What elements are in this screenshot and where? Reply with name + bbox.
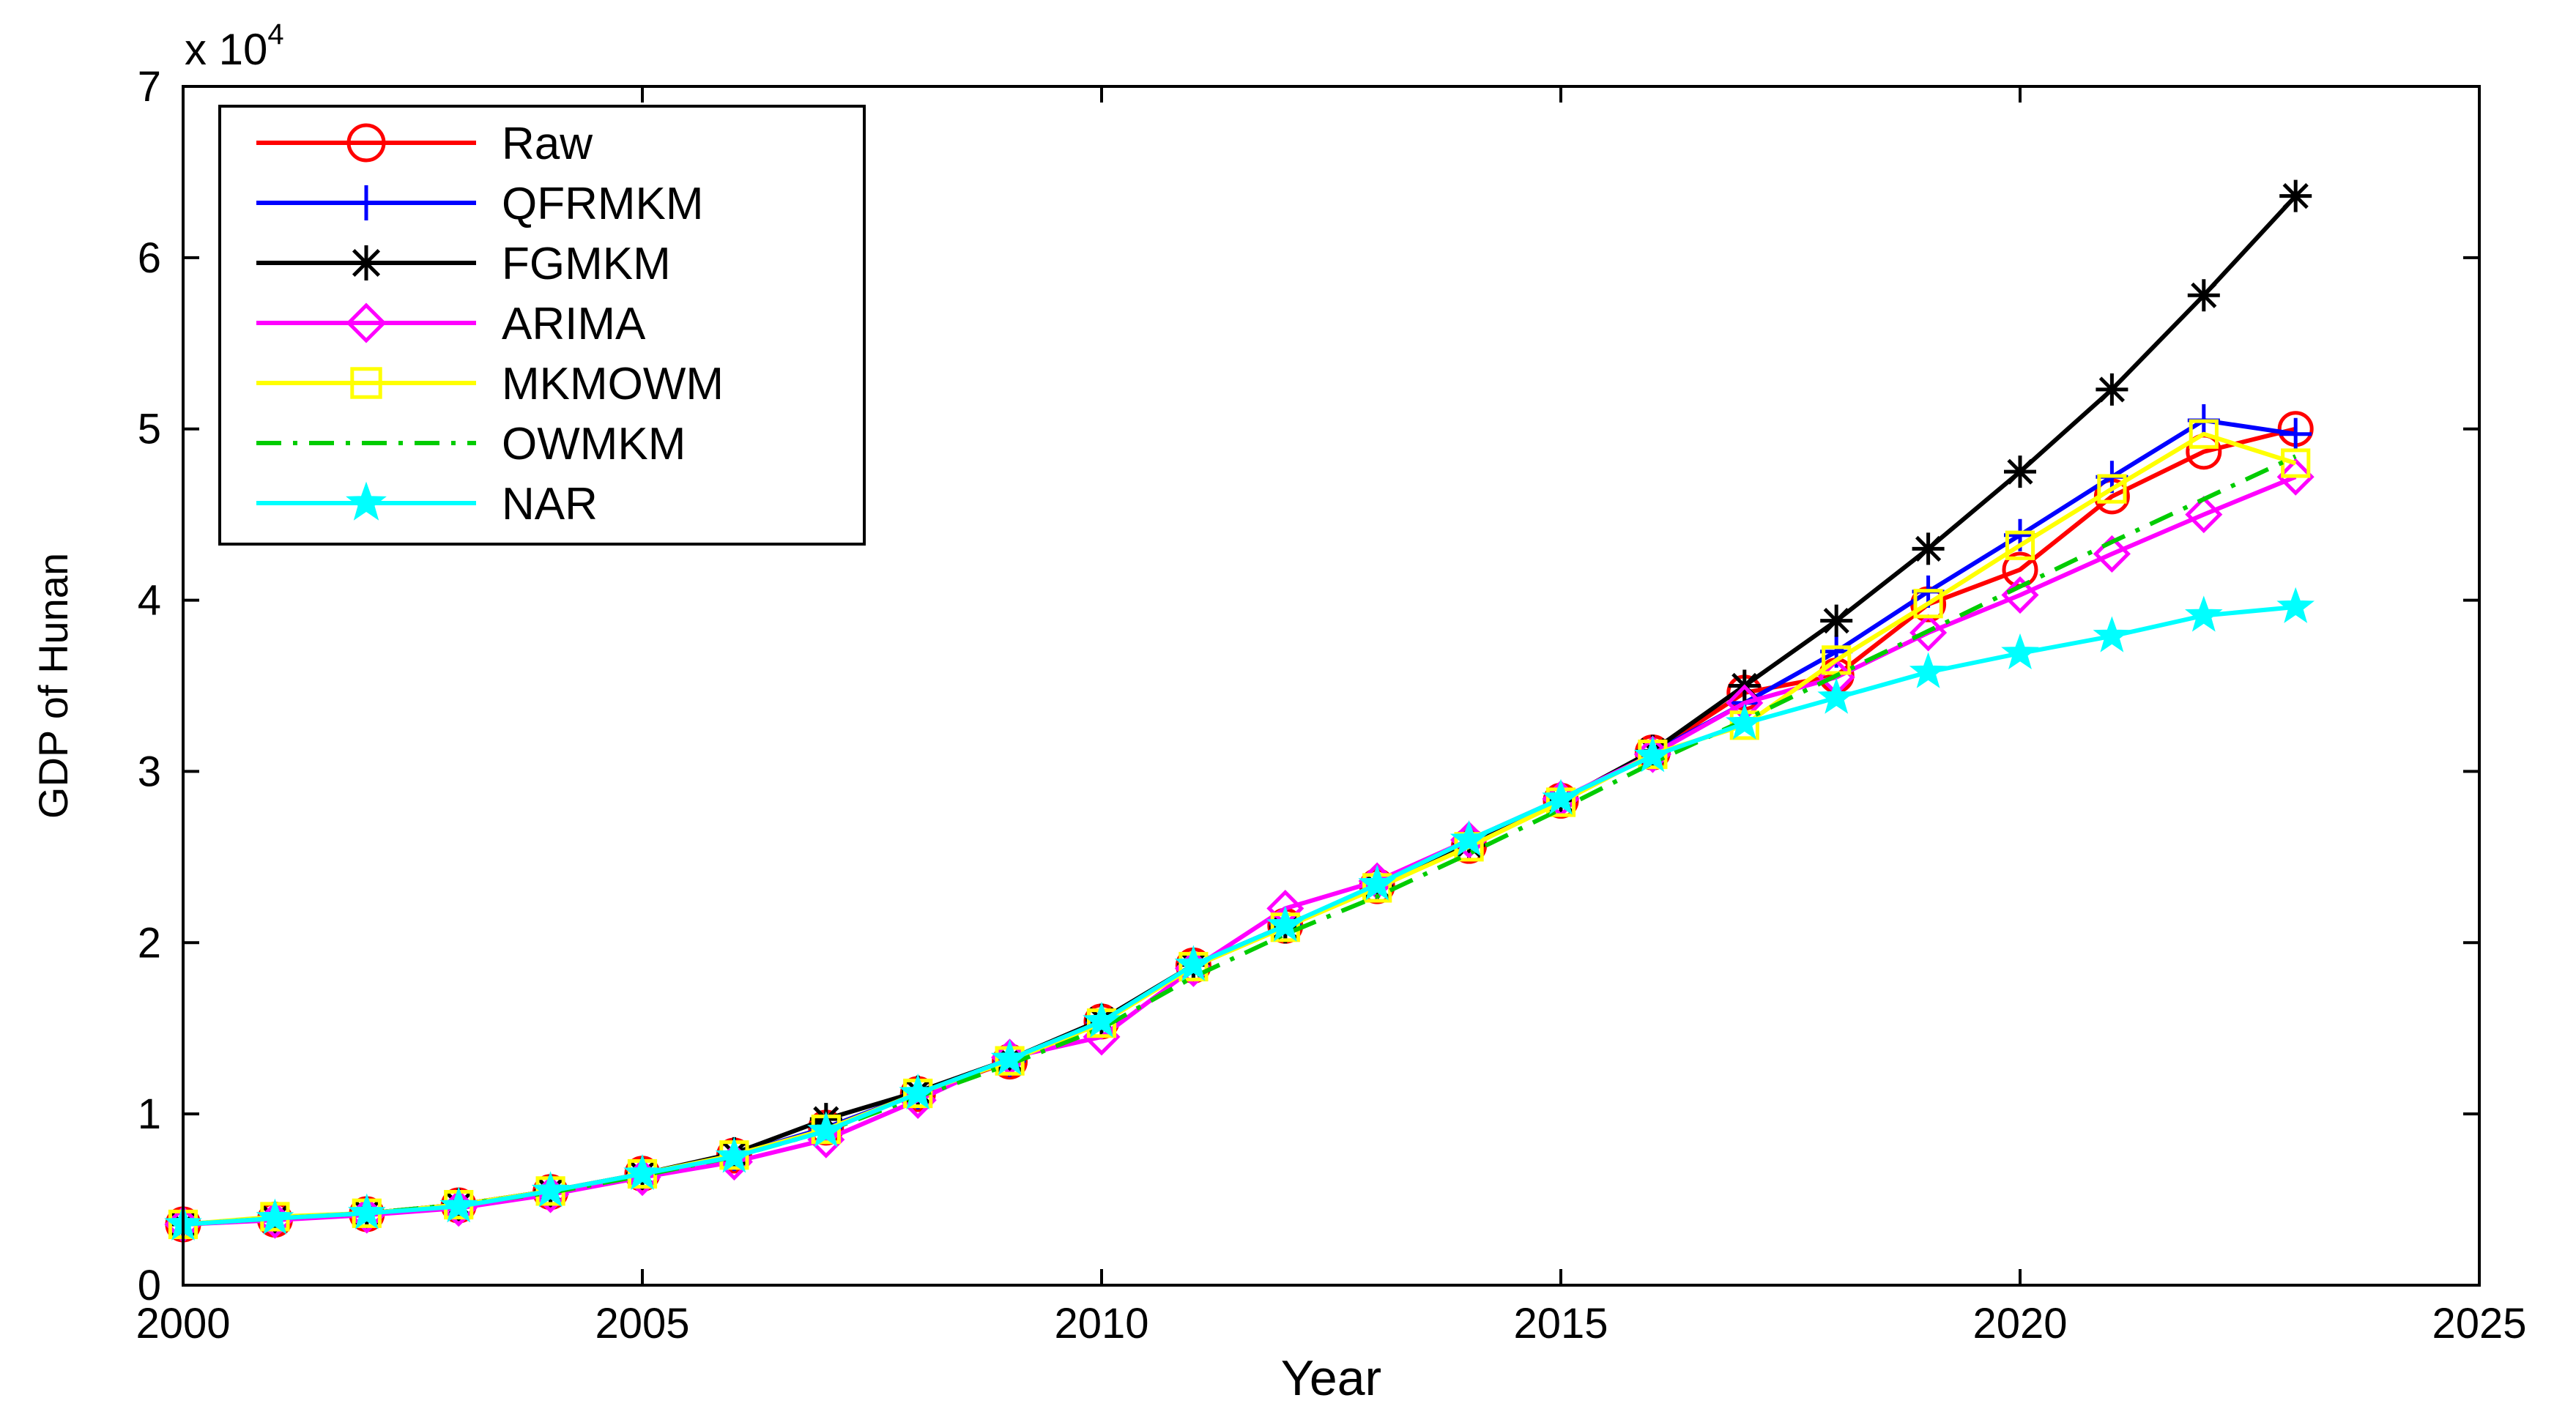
point-mkmowm [2189, 419, 2219, 449]
legend-marker-fgmkm [349, 245, 384, 280]
legend-label-arima: ARIMA [502, 299, 646, 349]
point-nar [1725, 703, 1764, 740]
legend-label-nar: NAR [502, 479, 598, 529]
legend-marker-mkmowm [350, 367, 382, 399]
y-tick-label: 6 [138, 234, 161, 282]
point-nar [1358, 864, 1397, 901]
y-tick-label: 7 [138, 63, 161, 111]
point-arima [2276, 458, 2315, 496]
point-nar [1450, 819, 1488, 856]
point-nar [715, 1137, 754, 1173]
point-fgmkm [2004, 455, 2036, 488]
point-nar [806, 1111, 845, 1148]
y-axis-title: GDP of Hunan [30, 553, 76, 819]
x-tick-label: 2010 [1054, 1300, 1148, 1347]
point-nar [2093, 616, 2131, 652]
point-fgmkm [2279, 179, 2312, 212]
y-tick-label: 4 [138, 577, 161, 625]
legend-marker-nar [346, 481, 387, 521]
x-axis-title: Year [1281, 1350, 1381, 1406]
legend-label-owmkm: OWMKM [502, 419, 686, 469]
legend-label-raw: Raw [502, 119, 593, 169]
series-line-nar [182, 604, 2296, 1227]
point-nar [1909, 652, 1948, 688]
ticks-layer: 2000 2005 2010 2015 2020 2025 0 1 2 3 4 5 6 7 [136, 63, 2526, 1347]
legend-label-mkmowm: MKMOWM [502, 359, 724, 409]
series-layer [164, 179, 2315, 1243]
y-tick-label: 3 [138, 748, 161, 795]
y-tick-label: 5 [138, 406, 161, 453]
point-nar [1542, 778, 1580, 815]
point-nar [899, 1073, 938, 1110]
point-fgmkm [1820, 604, 1853, 637]
point-fgmkm [2187, 279, 2220, 312]
point-nar [2276, 587, 2315, 623]
plot-frame [182, 85, 2481, 1287]
y-tick-label: 2 [138, 919, 161, 967]
legend: Raw QFRMKM FGMKM ARIMA MKMOWM OWMKM NAR [218, 105, 866, 546]
point-nar [1817, 677, 1856, 714]
point-nar [256, 1198, 294, 1235]
legend-marker-arima [346, 302, 387, 343]
point-nar [1174, 945, 1213, 981]
x-tick-label: 2015 [1513, 1300, 1608, 1347]
point-nar [439, 1186, 478, 1223]
x-tick-label: 2020 [1972, 1300, 2067, 1347]
point-nar [990, 1039, 1029, 1076]
point-nar [2001, 633, 2039, 669]
point-arima [1909, 614, 1948, 652]
point-nar [531, 1171, 570, 1208]
point-mkmowm [2005, 530, 2035, 560]
point-arima [2185, 496, 2223, 534]
point-nar [1633, 736, 1672, 773]
y-tick-label: 1 [138, 1090, 161, 1138]
point-nar [1266, 905, 1304, 942]
point-nar [623, 1153, 661, 1190]
point-arima [2093, 535, 2131, 573]
point-nar [347, 1193, 386, 1230]
point-mkmowm [1822, 645, 1852, 675]
y-exponent-label: x 104 [185, 18, 284, 74]
legend-marker-raw [346, 123, 386, 163]
point-mkmowm [2097, 474, 2127, 504]
legend-label-qfrmkm: QFRMKM [502, 179, 704, 229]
point-mkmowm [1913, 589, 1943, 619]
y-exponent-power: 4 [267, 18, 283, 51]
point-nar [1083, 1001, 1121, 1038]
point-nar [2184, 595, 2223, 632]
legend-marker-qfrmkm [349, 185, 384, 220]
point-qfrmkm [2279, 417, 2312, 450]
x-tick-label: 2000 [136, 1300, 230, 1347]
point-fgmkm [1912, 532, 1945, 565]
y-tick-label: 0 [138, 1262, 161, 1309]
x-tick-label: 2025 [2432, 1300, 2526, 1347]
point-fgmkm [2096, 373, 2128, 406]
legend-label-fgmkm: FGMKM [502, 239, 671, 289]
x-tick-label: 2005 [595, 1300, 689, 1347]
